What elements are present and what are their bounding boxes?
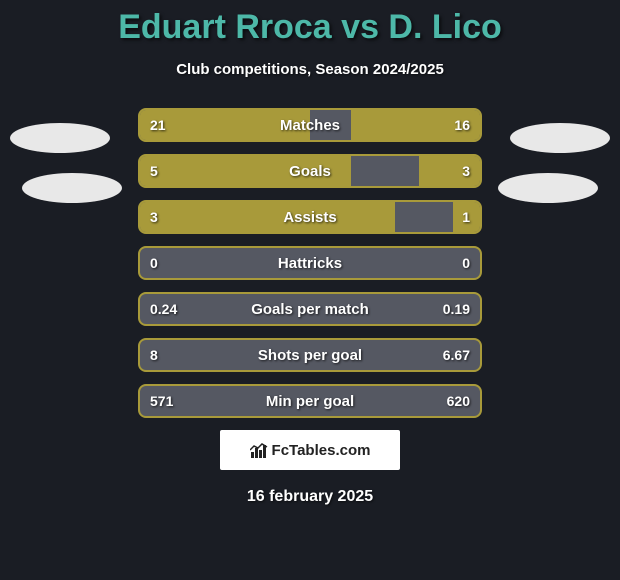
brand-badge: FcTables.com (220, 430, 400, 470)
stats-rows: 21Matches165Goals33Assists10Hattricks00.… (138, 108, 482, 418)
stat-value-right: 16 (454, 110, 470, 140)
stat-value-right: 0 (462, 248, 470, 278)
stat-value-right: 620 (447, 386, 470, 416)
stat-value-right: 1 (462, 202, 470, 232)
stat-label: Matches (140, 110, 480, 140)
footer-date: 16 february 2025 (0, 488, 620, 506)
stat-row: 21Matches16 (138, 108, 482, 142)
comparison-subtitle: Club competitions, Season 2024/2025 (0, 61, 620, 78)
stat-label: Hattricks (140, 248, 480, 278)
stat-label: Goals per match (140, 294, 480, 324)
comparison-title: Eduart Rroca vs D. Lico (0, 0, 620, 47)
stat-value-right: 6.67 (443, 340, 470, 370)
stat-row: 8Shots per goal6.67 (138, 338, 482, 372)
stat-label: Goals (140, 156, 480, 186)
stat-label: Shots per goal (140, 340, 480, 370)
player-left-badge-2 (22, 173, 122, 203)
player-right-badge-2 (498, 173, 598, 203)
stat-label: Min per goal (140, 386, 480, 416)
brand-chart-icon (250, 442, 268, 458)
stat-label: Assists (140, 202, 480, 232)
stat-row: 571Min per goal620 (138, 384, 482, 418)
stat-row: 0Hattricks0 (138, 246, 482, 280)
stat-row: 0.24Goals per match0.19 (138, 292, 482, 326)
stat-row: 5Goals3 (138, 154, 482, 188)
player-right-badge-1 (510, 123, 610, 153)
stat-row: 3Assists1 (138, 200, 482, 234)
stat-value-right: 0.19 (443, 294, 470, 324)
brand-text: FcTables.com (272, 442, 371, 459)
player-left-badge-1 (10, 123, 110, 153)
stat-value-right: 3 (462, 156, 470, 186)
